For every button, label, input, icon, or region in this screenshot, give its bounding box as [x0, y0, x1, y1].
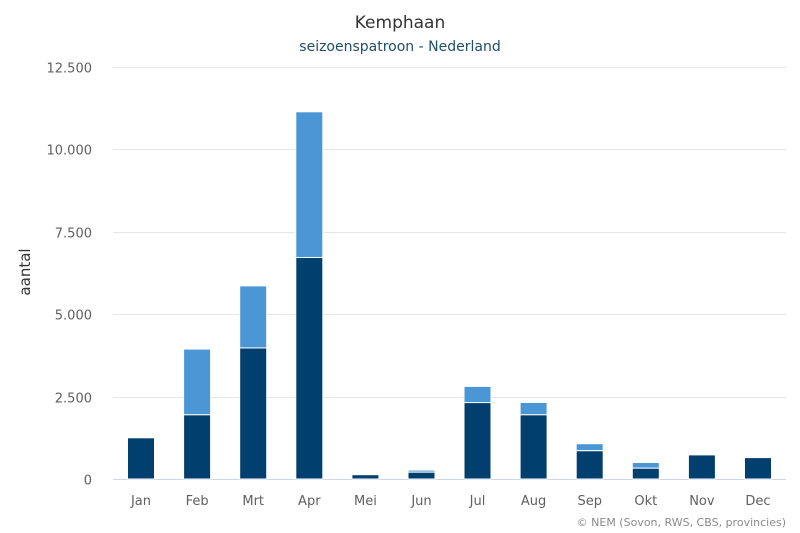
chart-title: Kemphaan [355, 13, 446, 33]
y-tick-label: 5.000 [55, 309, 92, 324]
y-tick-label: 7.500 [55, 227, 92, 242]
bar-jan-series-1[interactable] [127, 437, 155, 480]
bar-dec-series-1[interactable] [744, 457, 772, 480]
x-tick-label: Dec [745, 494, 770, 509]
x-tick-label: Apr [298, 494, 321, 509]
bar-aug-series-1[interactable] [519, 414, 548, 480]
y-tick-label: 2.500 [55, 392, 92, 407]
chart-subtitle: seizoenspatroon - Nederland [299, 39, 500, 55]
bar-jun-series-1[interactable] [407, 471, 436, 480]
bar-apr-series-2[interactable] [295, 111, 324, 258]
bar-mrt-series-1[interactable] [239, 347, 268, 480]
bar-okt-series-1[interactable] [631, 467, 660, 480]
x-tick-label: Feb [186, 494, 209, 509]
x-tick-label: Nov [689, 494, 715, 509]
credit-text[interactable]: © NEM (Sovon, RWS, CBS, provincies) [577, 516, 786, 529]
bar-mrt-series-2[interactable] [239, 285, 268, 349]
x-tick-label: Jun [410, 494, 431, 509]
x-tick-label: Mei [354, 494, 377, 509]
bar-layer [127, 111, 772, 480]
x-tick-label: Jan [130, 494, 151, 509]
x-tick-layer: Jan Feb Mrt Apr Mei Jun Jul Aug Sep Okt Nov Dec [130, 494, 771, 509]
y-axis-label: aantal [16, 248, 34, 295]
bar-aug-series-2[interactable] [519, 402, 548, 416]
bar-nov-series-1[interactable] [687, 454, 716, 480]
y-tick-label: 10.000 [47, 144, 93, 159]
bar-jun-series-2[interactable] [407, 469, 436, 473]
x-tick-label: Mrt [242, 494, 264, 509]
grid-layer: 0 2.500 5.000 7.500 10.000 12.500 [47, 62, 786, 489]
x-tick-label: Jul [469, 494, 486, 509]
bar-apr-series-1[interactable] [295, 257, 324, 480]
y-tick-label: 0 [84, 474, 92, 489]
y-tick-label: 12.500 [47, 62, 93, 77]
x-tick-label: Aug [521, 494, 546, 509]
bar-feb-series-1[interactable] [183, 414, 212, 480]
bar-sep-series-1[interactable] [575, 450, 604, 480]
bar-feb-series-2[interactable] [183, 348, 212, 416]
bar-okt-series-2[interactable] [631, 462, 660, 469]
bar-jul-series-1[interactable] [463, 402, 492, 480]
bar-jul-series-2[interactable] [463, 385, 492, 404]
bar-mei-series-1[interactable] [351, 474, 380, 480]
x-tick-label: Okt [634, 494, 657, 509]
x-tick-label: Sep [577, 494, 602, 509]
bar-sep-series-2[interactable] [575, 443, 604, 452]
